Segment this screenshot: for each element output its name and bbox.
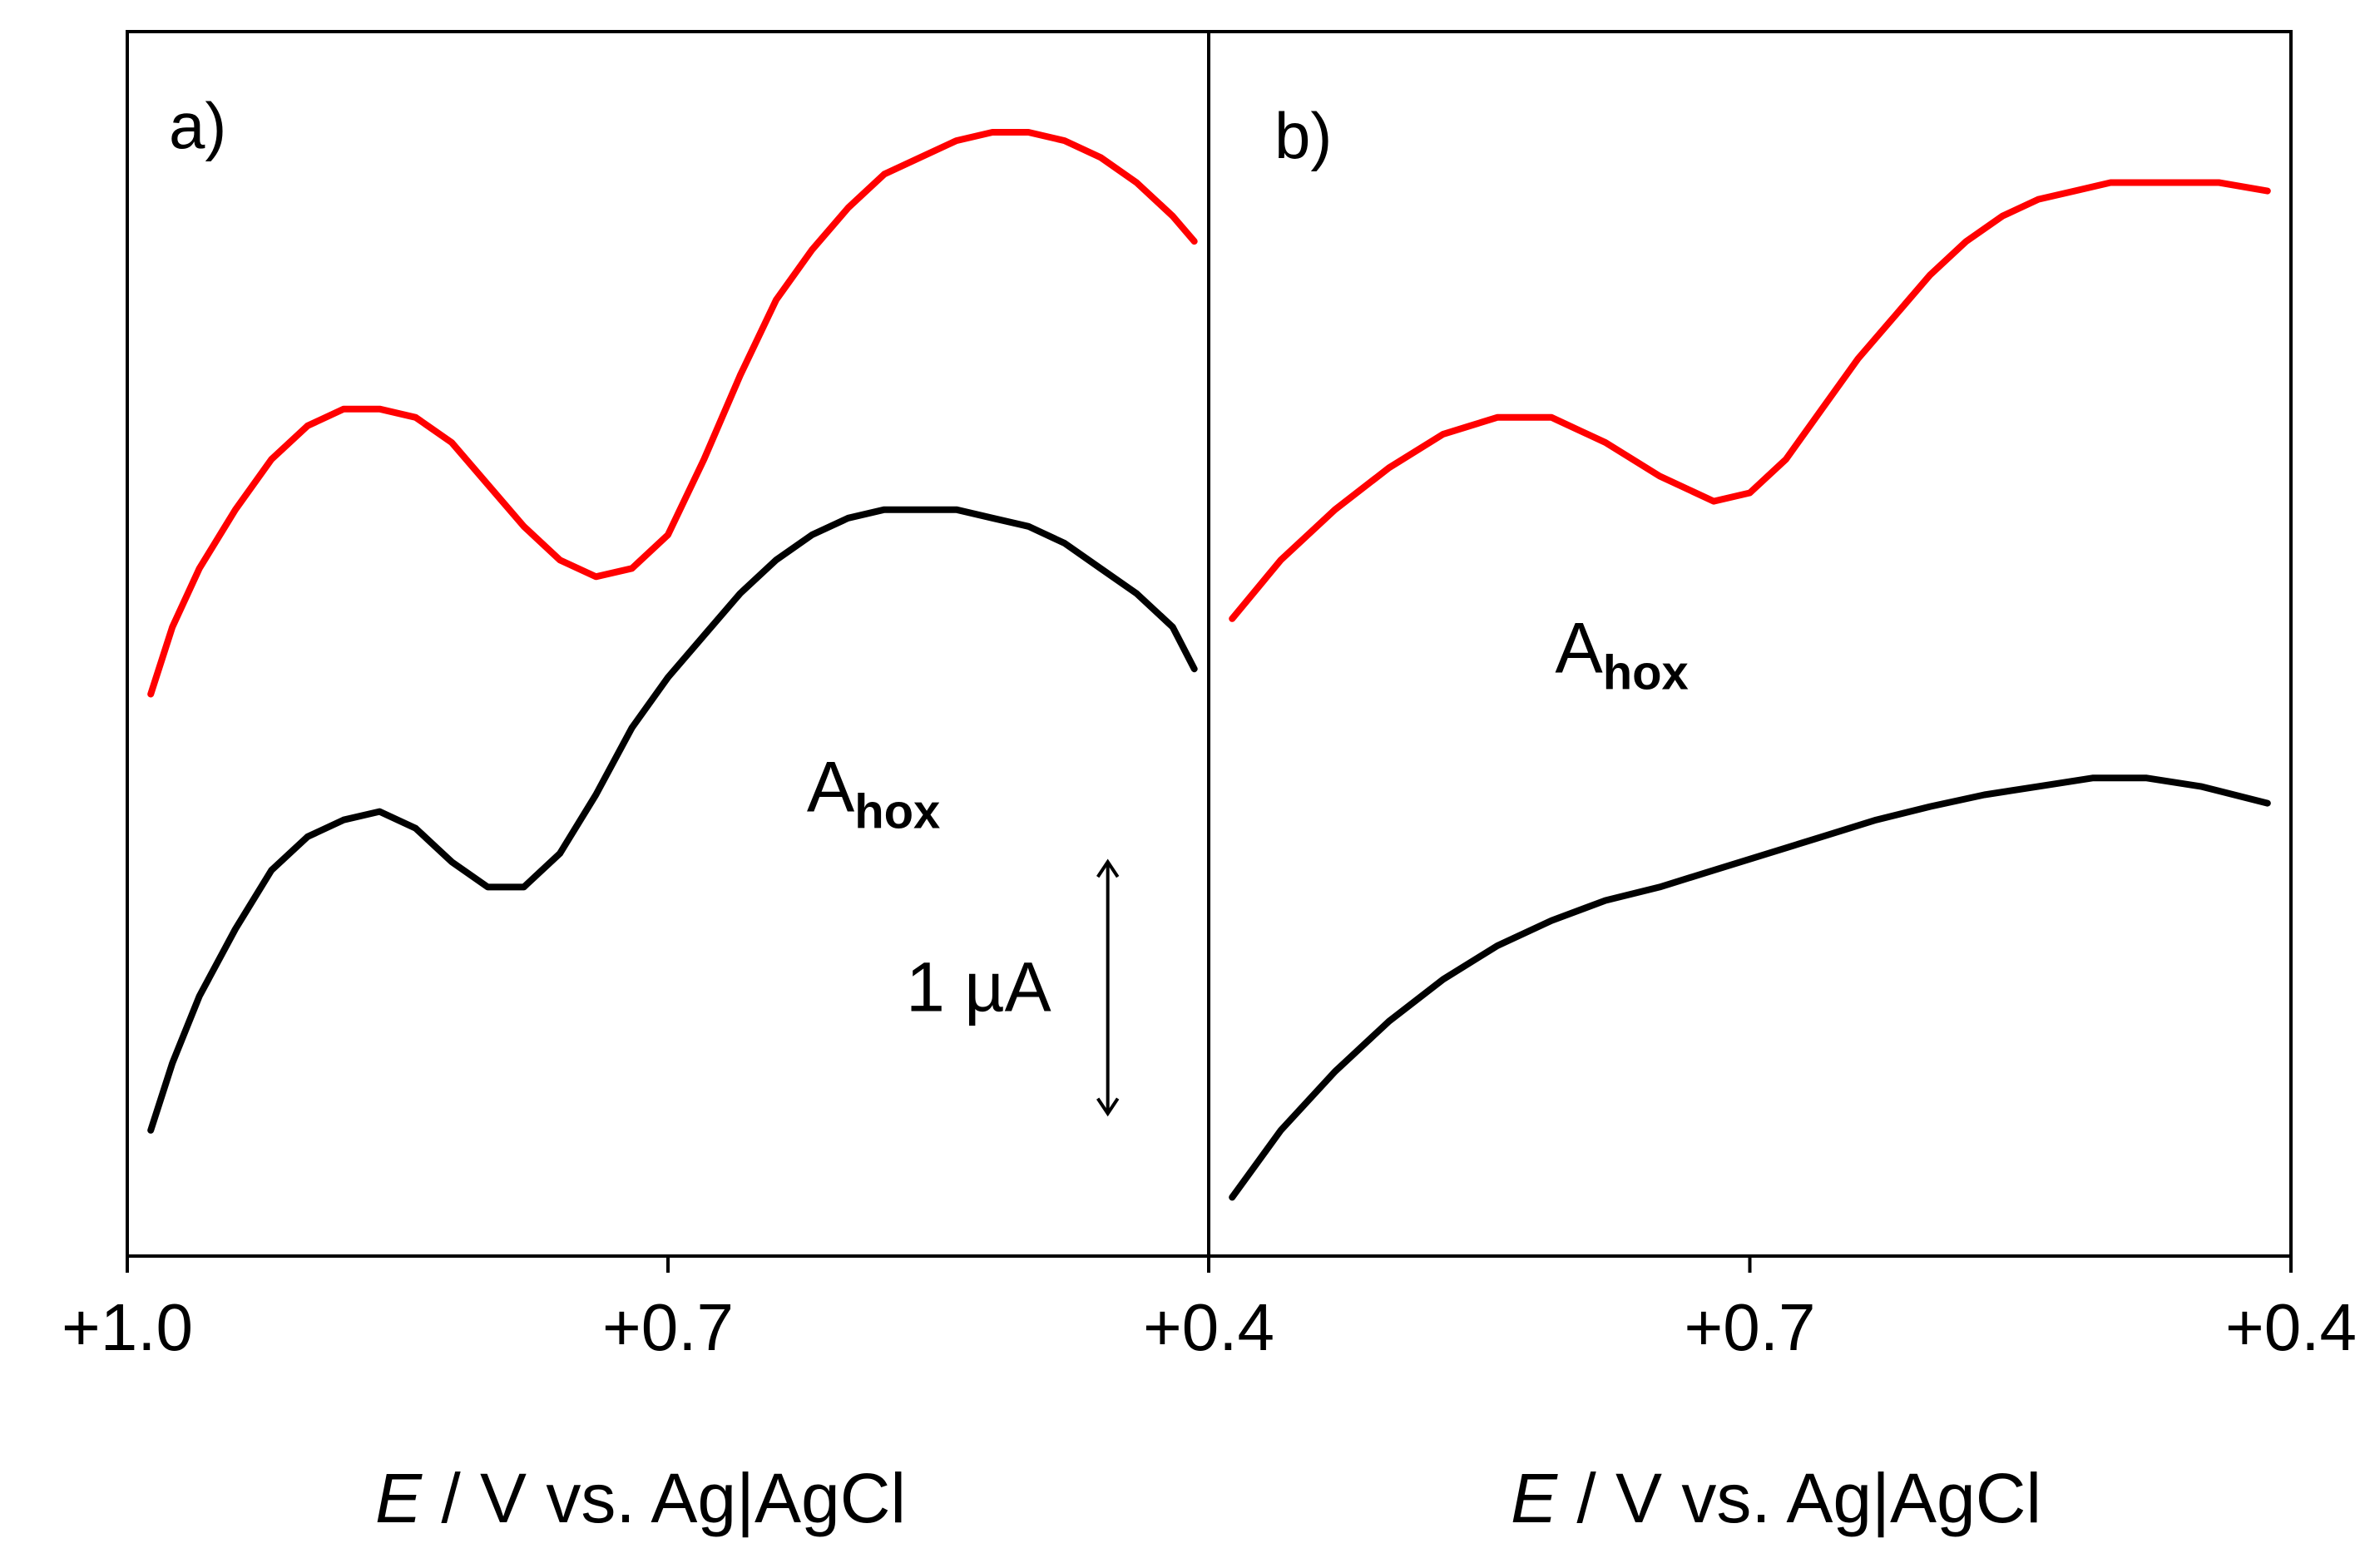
panel-a: +1.0 +0.7 +0.4 a) Ahox 1 µA E / V vs. Ag|A…	[62, 30, 1274, 1537]
panel-a-x-tick-label-2: +0.4	[1143, 1290, 1274, 1364]
panel-b-annotation-sub: hox	[1603, 646, 1689, 700]
panel-b-x-axis-title-rest: / V vs. Ag|AgCl	[1557, 1459, 2041, 1537]
scale-bar-arrowhead-bottom	[1096, 1097, 1120, 1117]
panel-a-plot-frame	[126, 30, 1210, 1258]
panel-b-x-tick-label-0: +0.7	[1685, 1290, 1816, 1364]
panel-a-x-tick-label-0: +1.0	[62, 1290, 193, 1364]
panel-a-annotation-main: A	[807, 748, 855, 828]
panel-b-x-axis-title-italic: E	[1511, 1459, 1558, 1537]
panel-b-label: b)	[1274, 99, 1332, 172]
panel-a-x-axis-title-italic: E	[375, 1459, 423, 1537]
panel-b: +0.7 +0.4 b) Ahox E / V vs. Ag|AgCl	[1207, 30, 2357, 1537]
panel-a-x-axis-title: E / V vs. Ag|AgCl	[375, 1459, 906, 1537]
panel-a-annotation: Ahox	[807, 748, 940, 839]
panel-b-annotation-main: A	[1555, 608, 1603, 688]
panel-b-x-axis-title: E / V vs. Ag|AgCl	[1511, 1459, 2041, 1537]
panel-a-series-red-line	[147, 129, 1198, 698]
panel-a-label: a)	[169, 89, 226, 162]
panel-b-annotation: Ahox	[1555, 608, 1689, 700]
panel-b-x-ticks: +0.7 +0.4	[1685, 1256, 2357, 1364]
panel-a-annotation-sub: hox	[854, 785, 940, 839]
panel-a-series	[147, 129, 1198, 1134]
panel-b-x-tick-label-1: +0.4	[2225, 1290, 2357, 1364]
panel-a-x-tick-label-1: +0.7	[602, 1290, 734, 1364]
panel-b-plot-frame	[1207, 30, 2293, 1258]
panel-a-series-black-line	[147, 506, 1198, 1134]
panel-b-series	[1229, 179, 2271, 1201]
panel-a-x-axis-title-rest: / V vs. Ag|AgCl	[422, 1459, 906, 1537]
panel-a-x-ticks: +1.0 +0.7 +0.4	[62, 1256, 1274, 1364]
scale-bar: 1 µA	[906, 858, 1120, 1117]
scale-bar-arrowhead-top	[1096, 858, 1120, 878]
panel-b-series-red-line	[1229, 179, 2271, 622]
scale-bar-label: 1 µA	[906, 947, 1051, 1026]
panel-b-series-black-line	[1229, 774, 2271, 1201]
